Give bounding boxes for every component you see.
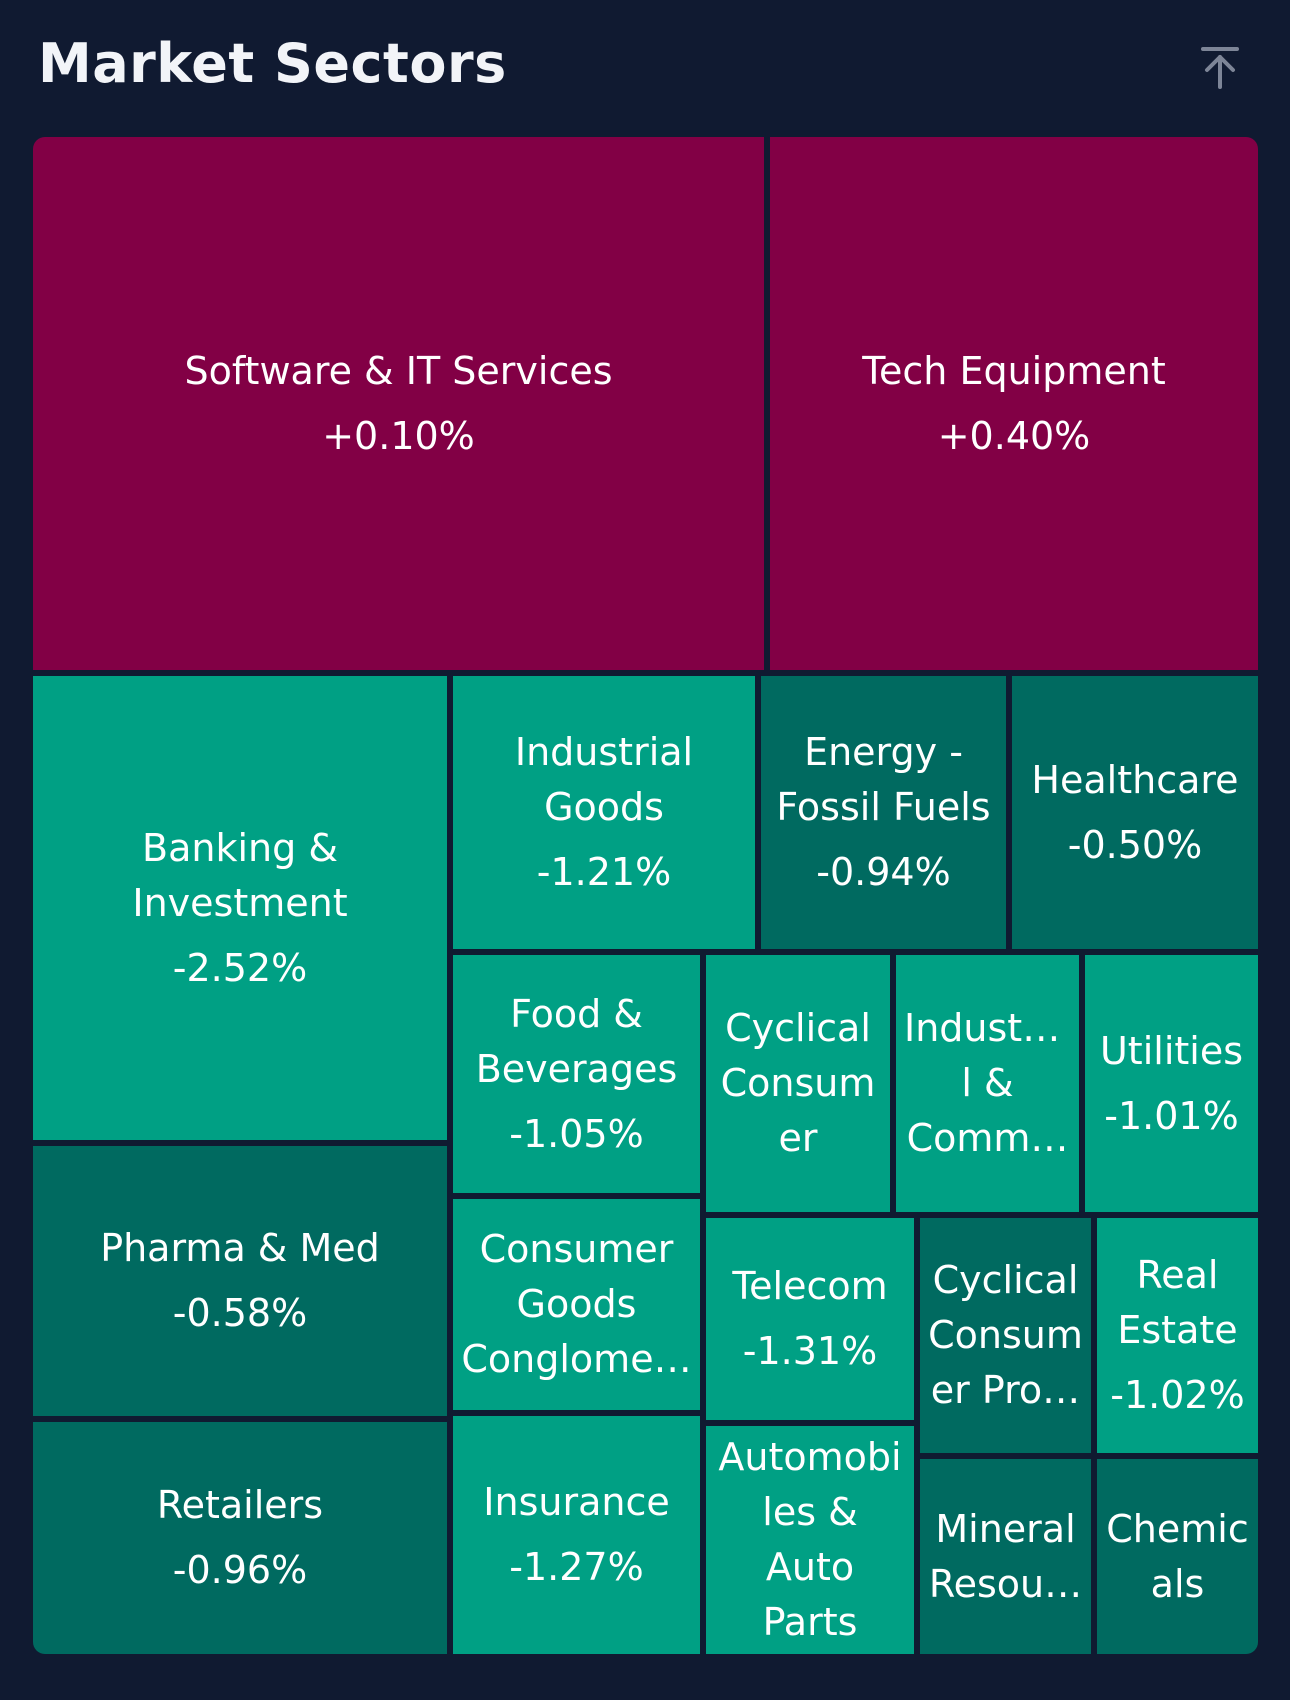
sector-name: Telecom: [732, 1264, 888, 1308]
sector-change: -0.96%: [172, 1548, 308, 1592]
sector-tile-software[interactable]: Software & IT Services +0.10%: [33, 137, 764, 670]
sector-change: -0.94%: [816, 850, 951, 894]
sector-tile-cyclical-consumer[interactable]: Cyclical Consum er: [706, 955, 890, 1212]
sector-change: -1.02%: [1110, 1373, 1245, 1417]
sector-change: +0.40%: [937, 413, 1091, 458]
sector-treemap: Software & IT Services +0.10% Tech Equip…: [33, 137, 1258, 1654]
sector-tile-consumer-goods[interactable]: Consumer Goods Conglome…: [453, 1199, 700, 1410]
sector-name: Chemic als: [1106, 1506, 1249, 1606]
sector-tile-industrial-goods[interactable]: Industrial Goods -1.21%: [453, 676, 755, 949]
sector-tile-automobiles[interactable]: Automobi les & Auto Parts: [706, 1426, 914, 1654]
sector-name: Software & IT Services: [184, 348, 613, 393]
sector-name: Food & Beverages: [475, 991, 678, 1091]
sector-tile-healthcare[interactable]: Healthcare -0.50%: [1012, 676, 1258, 949]
sector-name: Insurance: [483, 1480, 670, 1524]
sector-tile-banking[interactable]: Banking & Investment -2.52%: [33, 676, 447, 1140]
arrow-up-to-line-icon: [1201, 47, 1239, 89]
collapse-button[interactable]: [1192, 40, 1248, 96]
sector-tile-real-estate[interactable]: Real Estate -1.02%: [1097, 1218, 1258, 1453]
sector-name: Industrial Goods: [514, 730, 694, 829]
sector-change: -1.21%: [536, 850, 672, 894]
sector-name: Cyclical Consum er: [720, 1006, 876, 1160]
sector-tile-industrial-commercial[interactable]: Industria l & Comm…: [896, 955, 1079, 1212]
sector-change: -1.27%: [509, 1545, 644, 1589]
sector-change: -2.52%: [172, 945, 308, 990]
sector-name: Mineral Resou…: [928, 1506, 1083, 1606]
sector-change: -1.01%: [1104, 1093, 1239, 1138]
sector-name: Healthcare: [1031, 757, 1239, 802]
sector-tile-energy[interactable]: Energy - Fossil Fuels -0.94%: [761, 676, 1006, 949]
sector-tile-utilities[interactable]: Utilities -1.01%: [1085, 955, 1258, 1212]
sector-change: -0.50%: [1067, 822, 1203, 867]
sector-name: Industria l & Comm…: [904, 1006, 1071, 1160]
sector-name: Energy - Fossil Fuels: [776, 730, 991, 829]
sector-tile-chemicals[interactable]: Chemic als: [1097, 1459, 1258, 1654]
sector-tile-cyclical-consumer-products[interactable]: Cyclical Consum er Pro…: [920, 1218, 1091, 1453]
sector-tile-pharma[interactable]: Pharma & Med -0.58%: [33, 1146, 447, 1416]
sector-name: Real Estate: [1117, 1253, 1238, 1352]
sector-name: Cyclical Consum er Pro…: [928, 1258, 1083, 1412]
sector-tile-telecom[interactable]: Telecom -1.31%: [706, 1218, 914, 1420]
sector-change: -1.05%: [509, 1111, 644, 1156]
sector-tile-mineral-resources[interactable]: Mineral Resou…: [920, 1459, 1091, 1654]
sector-name: Utilities: [1099, 1028, 1244, 1073]
sector-tile-retailers[interactable]: Retailers -0.96%: [33, 1422, 447, 1654]
sector-name: Consumer Goods Conglome…: [461, 1227, 692, 1381]
sector-tile-food-beverages[interactable]: Food & Beverages -1.05%: [453, 955, 700, 1193]
sector-name: Retailers: [156, 1483, 324, 1527]
sector-change: -1.31%: [742, 1329, 878, 1373]
sector-name: Tech Equipment: [862, 348, 1166, 393]
sector-tile-insurance[interactable]: Insurance -1.27%: [453, 1416, 700, 1654]
sector-name: Automobi les & Auto Parts: [718, 1435, 902, 1644]
sector-change: +0.10%: [322, 413, 475, 458]
page-title: Market Sectors: [38, 32, 507, 95]
sector-change: -0.58%: [172, 1291, 308, 1335]
sector-name: Pharma & Med: [100, 1226, 380, 1270]
sector-tile-tech-equipment[interactable]: Tech Equipment +0.40%: [770, 137, 1258, 670]
sector-name: Banking & Investment: [132, 825, 348, 925]
